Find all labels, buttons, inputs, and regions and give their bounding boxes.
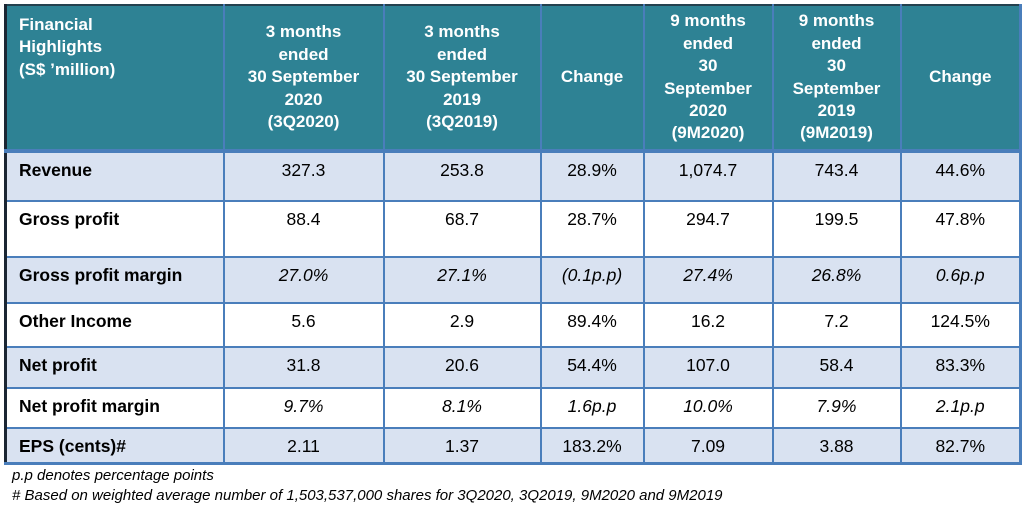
cell: 199.5 bbox=[771, 200, 902, 258]
cell: (0.1p.p) bbox=[539, 256, 645, 304]
cell: 7.9% bbox=[771, 387, 902, 429]
cell: 88.4 bbox=[222, 200, 385, 258]
footnote-pp: p.p denotes percentage points bbox=[12, 467, 214, 484]
cell: 27.4% bbox=[642, 256, 774, 304]
cell: 1.6p.p bbox=[539, 387, 645, 429]
cell: 47.8% bbox=[899, 200, 1022, 258]
cell: 2.9 bbox=[382, 302, 542, 348]
table-row: Gross profit 88.4 68.7 28.7% 294.7 199.5 47.8% bbox=[4, 200, 1022, 258]
header-financial-highlights: Financial Highlights (S$ ’million) bbox=[4, 4, 225, 153]
cell: 1.37 bbox=[382, 427, 542, 465]
cell: 5.6 bbox=[222, 302, 385, 348]
cell: 253.8 bbox=[382, 150, 542, 202]
header-3q2020: 3 months ended 30 September 2020 (3Q2020… bbox=[222, 4, 385, 153]
cell: 54.4% bbox=[539, 346, 645, 389]
cell: 743.4 bbox=[771, 150, 902, 202]
financial-highlights-table: Financial Highlights (S$ ’million) 3 mon… bbox=[4, 4, 1022, 465]
cell: 68.7 bbox=[382, 200, 542, 258]
cell: 26.8% bbox=[771, 256, 902, 304]
row-label: Gross profit margin bbox=[4, 256, 225, 304]
table-body: Revenue 327.3 253.8 28.9% 1,074.7 743.4 44.6% G… bbox=[4, 150, 1022, 465]
cell: 9.7% bbox=[222, 387, 385, 429]
financial-table: Financial Highlights (S$ ’million) 3 mon… bbox=[4, 4, 1022, 465]
cell: 16.2 bbox=[642, 302, 774, 348]
row-label: Gross profit bbox=[4, 200, 225, 258]
cell: 2.11 bbox=[222, 427, 385, 465]
row-label: Net profit bbox=[4, 346, 225, 389]
row-label: Revenue bbox=[4, 150, 225, 202]
header-9m2020: 9 months ended 30 September 2020 (9M2020… bbox=[642, 4, 774, 153]
cell: 27.1% bbox=[382, 256, 542, 304]
header-change-ninemonths: Change bbox=[899, 4, 1022, 153]
cell: 20.6 bbox=[382, 346, 542, 389]
cell: 0.6p.p bbox=[899, 256, 1022, 304]
cell: 183.2% bbox=[539, 427, 645, 465]
cell: 7.09 bbox=[642, 427, 774, 465]
table-row: Gross profit margin 27.0% 27.1% (0.1p.p) 27.… bbox=[4, 256, 1022, 304]
cell: 327.3 bbox=[222, 150, 385, 202]
header-9m2019: 9 months ended 30 September 2019 (9M2019… bbox=[771, 4, 902, 153]
header-change-quarter: Change bbox=[539, 4, 645, 153]
table-row: Revenue 327.3 253.8 28.9% 1,074.7 743.4 44.6% bbox=[4, 150, 1022, 202]
table-header-row: Financial Highlights (S$ ’million) 3 mon… bbox=[4, 4, 1022, 153]
cell: 28.7% bbox=[539, 200, 645, 258]
row-label: Other Income bbox=[4, 302, 225, 348]
row-label: EPS (cents)# bbox=[4, 427, 225, 465]
cell: 27.0% bbox=[222, 256, 385, 304]
cell: 7.2 bbox=[771, 302, 902, 348]
cell: 31.8 bbox=[222, 346, 385, 389]
cell: 58.4 bbox=[771, 346, 902, 389]
cell: 82.7% bbox=[899, 427, 1022, 465]
cell: 294.7 bbox=[642, 200, 774, 258]
table-row: Net profit margin 9.7% 8.1% 1.6p.p 10.0% 7.9%… bbox=[4, 387, 1022, 429]
cell: 3.88 bbox=[771, 427, 902, 465]
table-row: Other Income 5.6 2.9 89.4% 16.2 7.2 124.5% bbox=[4, 302, 1022, 348]
table-row: Net profit 31.8 20.6 54.4% 107.0 58.4 83.3% bbox=[4, 346, 1022, 389]
cell: 44.6% bbox=[899, 150, 1022, 202]
cell: 107.0 bbox=[642, 346, 774, 389]
row-label: Net profit margin bbox=[4, 387, 225, 429]
table-row: EPS (cents)# 2.11 1.37 183.2% 7.09 3.88 82.7% bbox=[4, 427, 1022, 465]
header-3q2019: 3 months ended 30 September 2019 (3Q2019… bbox=[382, 4, 542, 153]
footnote-eps-basis: # Based on weighted average number of 1,… bbox=[12, 486, 723, 504]
cell: 10.0% bbox=[642, 387, 774, 429]
cell: 124.5% bbox=[899, 302, 1022, 348]
footnotes: p.p denotes percentage points # Based on… bbox=[12, 466, 1012, 506]
cell: 89.4% bbox=[539, 302, 645, 348]
cell: 28.9% bbox=[539, 150, 645, 202]
cell: 2.1p.p bbox=[899, 387, 1022, 429]
cell: 83.3% bbox=[899, 346, 1022, 389]
cell: 8.1% bbox=[382, 387, 542, 429]
cell: 1,074.7 bbox=[642, 150, 774, 202]
